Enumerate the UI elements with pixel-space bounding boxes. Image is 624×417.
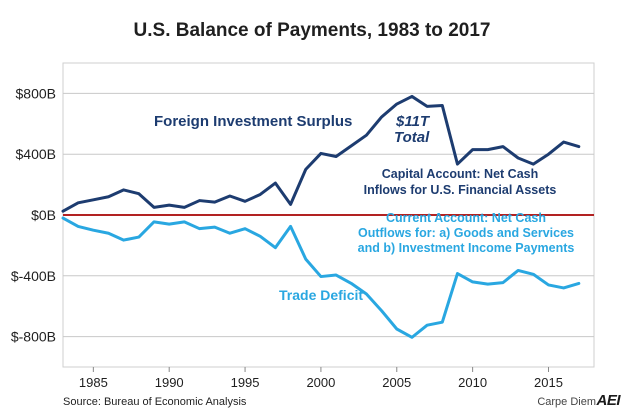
annotation-capital-account-line1: Capital Account: Net Cash (382, 167, 539, 181)
y-tick-label: $-800B (11, 329, 56, 345)
series-line-current-account (61, 216, 581, 339)
annotation-current-account-line3: and b) Investment Income Payments (358, 241, 575, 255)
x-axis-ticks: 1985 1990 1995 2000 2005 2010 2015 (79, 367, 563, 390)
x-tick-label: 2000 (306, 375, 335, 390)
x-tick-label: 2010 (458, 375, 487, 390)
y-tick-label: $400B (16, 146, 56, 162)
x-tick-label: 2005 (382, 375, 411, 390)
y-tick-label: $800B (16, 85, 56, 101)
brand-name: Carpe Diem (537, 396, 596, 408)
annotation-capital-account-line2: Inflows for U.S. Financial Assets (364, 183, 557, 197)
y-tick-label: $-400B (11, 268, 56, 284)
brand-logo: AEI (596, 392, 620, 409)
chart-title: U.S. Balance of Payments, 1983 to 2017 (133, 20, 491, 41)
y-axis-ticks: $800B $400B $0B $-400B $-800B (11, 85, 56, 344)
x-tick-label: 1990 (155, 375, 184, 390)
x-tick-label: 2015 (534, 375, 563, 390)
x-tick-label: 1995 (231, 375, 260, 390)
annotation-total-label: Total (394, 129, 430, 146)
y-tick-label: $0B (31, 207, 56, 223)
annotation-current-account-line2: Outflows for: a) Goods and Services (358, 226, 574, 240)
series-lines (61, 94, 581, 339)
annotation-current-account-line1: Current Account: Net Cash (386, 211, 546, 225)
annotation-trade-deficit-label: Trade Deficit (279, 287, 363, 303)
series-line-capital-account (61, 94, 581, 213)
x-tick-label: 1985 (79, 375, 108, 390)
annotation-total-amount: $11T (395, 113, 431, 130)
annotations: Foreign Investment Surplus $11T Total Ca… (154, 113, 574, 303)
source-note: Source: Bureau of Economic Analysis (63, 396, 247, 408)
annotation-surplus-label: Foreign Investment Surplus (154, 113, 352, 130)
